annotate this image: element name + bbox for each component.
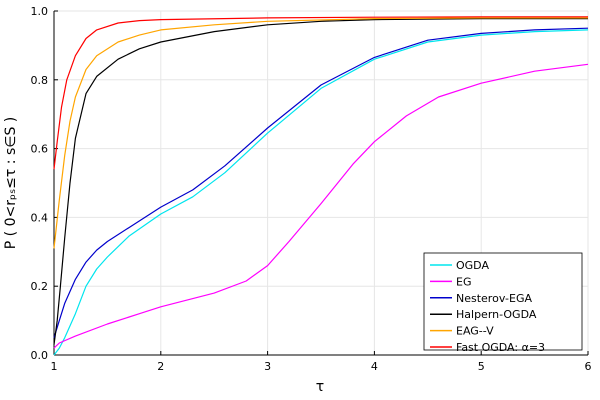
y-tick-label-1: 0.2 <box>31 280 49 293</box>
axes <box>53 11 588 356</box>
legend-label-2: Nesterov-EGA <box>456 292 532 305</box>
x-tick-label-5: 6 <box>585 360 592 373</box>
y-tick-label-4: 0.8 <box>31 74 49 87</box>
series-line-5 <box>53 16 588 170</box>
legend: OGDA EG Nesterov-EGA Halpern-OGDA EAG--V Fast… <box>423 252 583 354</box>
tick-labels: 1 2 3 4 5 6 0.0 0.2 0.4 0.6 0.8 1.0 <box>31 5 592 373</box>
x-tick-label-1: 2 <box>157 360 164 373</box>
series-line-1 <box>53 63 589 349</box>
y-tick-label-5: 1.0 <box>31 5 49 18</box>
x-tick-label-3: 4 <box>371 360 378 373</box>
y-tick-label-0: 0.0 <box>31 349 49 362</box>
series-line-2 <box>53 27 589 338</box>
series-line-4 <box>53 17 588 249</box>
x-axis-label: τ <box>316 379 324 395</box>
legend-label-5: Fast OGDA: α=3 <box>456 341 545 354</box>
legend-box <box>423 252 583 351</box>
x-tick-label-2: 3 <box>264 360 271 373</box>
legend-label-4: EAG--V <box>456 325 494 338</box>
y-tick-label-2: 0.4 <box>31 211 49 224</box>
y-axis-label: P ( 0<rₚₛ≤τ : s∈S ) <box>3 117 19 249</box>
legend-label-3: Halpern-OGDA <box>456 308 537 321</box>
series-lines <box>53 16 589 356</box>
legend-label-1: EG <box>456 275 471 288</box>
x-tick-label-4: 5 <box>478 360 485 373</box>
y-tick-label-3: 0.6 <box>31 143 49 156</box>
x-tick-label-0: 1 <box>51 360 58 373</box>
legend-label-0: OGDA <box>456 259 489 272</box>
series-line-0 <box>53 29 589 356</box>
series-line-3 <box>53 18 588 345</box>
